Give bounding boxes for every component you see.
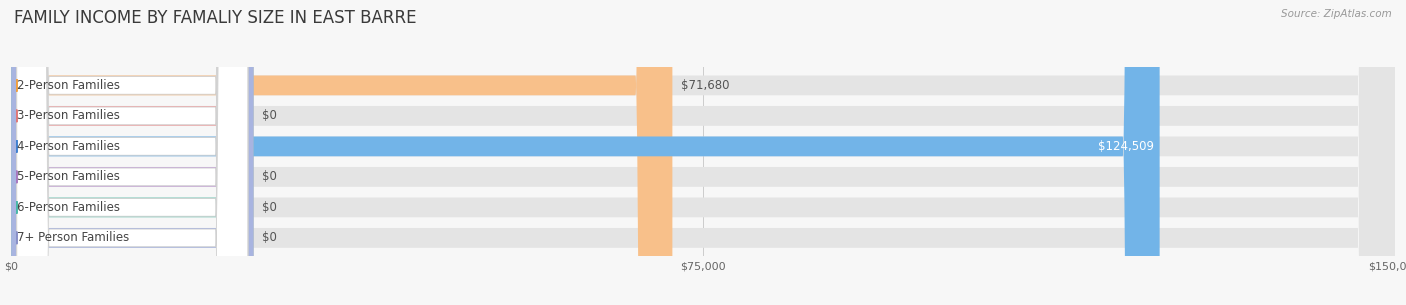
- FancyBboxPatch shape: [17, 0, 247, 305]
- FancyBboxPatch shape: [17, 0, 247, 305]
- Text: $0: $0: [262, 109, 277, 122]
- FancyBboxPatch shape: [17, 0, 247, 305]
- FancyBboxPatch shape: [11, 0, 1395, 305]
- Text: 7+ Person Families: 7+ Person Families: [17, 231, 129, 244]
- Text: $0: $0: [262, 170, 277, 183]
- Text: $0: $0: [262, 201, 277, 214]
- FancyBboxPatch shape: [11, 0, 1395, 305]
- FancyBboxPatch shape: [11, 0, 253, 305]
- FancyBboxPatch shape: [11, 0, 672, 305]
- FancyBboxPatch shape: [11, 0, 253, 305]
- Text: 5-Person Families: 5-Person Families: [17, 170, 120, 183]
- FancyBboxPatch shape: [11, 0, 1160, 305]
- Text: 6-Person Families: 6-Person Families: [17, 201, 120, 214]
- Text: Source: ZipAtlas.com: Source: ZipAtlas.com: [1281, 9, 1392, 19]
- FancyBboxPatch shape: [17, 0, 247, 305]
- Text: $71,680: $71,680: [681, 79, 730, 92]
- FancyBboxPatch shape: [11, 0, 1395, 305]
- FancyBboxPatch shape: [11, 0, 253, 305]
- Text: $124,509: $124,509: [1098, 140, 1154, 153]
- FancyBboxPatch shape: [11, 0, 253, 305]
- FancyBboxPatch shape: [17, 0, 247, 305]
- Text: 2-Person Families: 2-Person Families: [17, 79, 120, 92]
- FancyBboxPatch shape: [11, 0, 1395, 305]
- Text: FAMILY INCOME BY FAMALIY SIZE IN EAST BARRE: FAMILY INCOME BY FAMALIY SIZE IN EAST BA…: [14, 9, 416, 27]
- Text: 4-Person Families: 4-Person Families: [17, 140, 120, 153]
- FancyBboxPatch shape: [17, 0, 247, 305]
- FancyBboxPatch shape: [11, 0, 1395, 305]
- FancyBboxPatch shape: [11, 0, 1395, 305]
- Text: 3-Person Families: 3-Person Families: [17, 109, 120, 122]
- Text: $0: $0: [262, 231, 277, 244]
